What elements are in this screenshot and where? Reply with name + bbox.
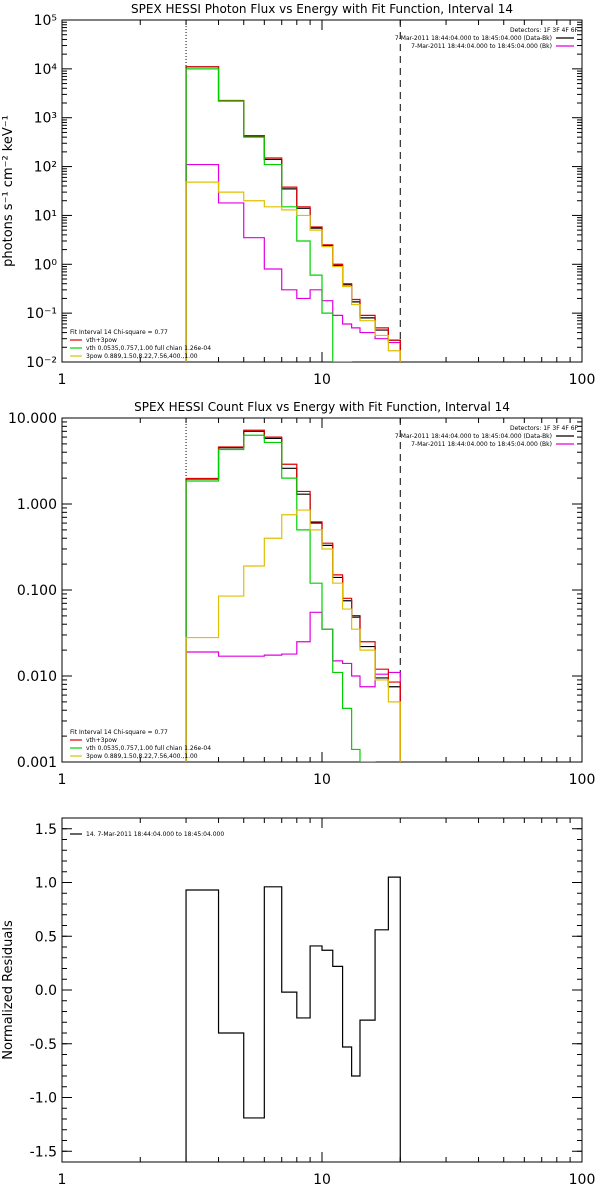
legend-text: 7-Mar-2011 18:44:04.000 to 18:45:04.000 … <box>395 35 552 42</box>
x-tick-label: 100 <box>569 772 596 788</box>
y-tick-label: 10.000 <box>8 411 57 427</box>
series-line-vth+3pow <box>185 66 401 362</box>
plot-frame <box>61 817 583 1163</box>
series-group <box>185 876 401 1162</box>
series-line-Bk <box>185 163 401 362</box>
series-line-3pow <box>185 509 401 762</box>
y-tick-label: 0.5 <box>35 929 57 945</box>
x-tick-label: 10 <box>313 372 331 388</box>
legend-text: vth 0.0535,0.757,1.00 full chian 1.26e-0… <box>86 345 211 352</box>
legend-text: Fit Interval 14 Chi-square = 0.77 <box>70 329 168 336</box>
legend-text: vth+3pow <box>86 337 117 344</box>
y-tick-label: 10⁵ <box>34 13 57 29</box>
y-tick-label: 10³ <box>34 111 57 127</box>
series-line-Data-Bk <box>185 66 401 362</box>
legend-text: vth 0.0535,0.757,1.00 full chian 1.26e-0… <box>86 745 211 752</box>
y-tick-label: 1.000 <box>17 497 57 513</box>
legend-text: 7-Mar-2011 18:44:04.000 to 18:45:04.000 … <box>411 441 552 448</box>
chart-panel-3: Normalized Residuals 1 10 100 -1.5 -1.0 -0.5 0.… <box>1 817 596 1188</box>
y-tick-label: 0.010 <box>17 669 57 685</box>
y-axis-label: photons s⁻¹ cm⁻² keV⁻¹ <box>1 115 16 267</box>
legend-text: 3pow 0.889,1.50,8.22,7.56,400.,1.00 <box>86 353 198 360</box>
y-tick-label: -1.5 <box>30 1144 57 1160</box>
series-line-3pow <box>185 181 401 362</box>
y-tick-label: -0.5 <box>30 1037 57 1053</box>
series-group <box>185 429 401 762</box>
legend-text: vth+3pow <box>86 737 117 744</box>
legend-text: 3pow 0.889,1.50,8.22,7.56,400.,1.00 <box>86 753 198 760</box>
y-tick-label: -1.0 <box>30 1091 57 1107</box>
y-tick-label: 10¹ <box>34 208 57 224</box>
series-group <box>185 66 401 362</box>
y-tick-label: 1.0 <box>35 876 57 892</box>
y-tick-label: 1.5 <box>35 822 57 838</box>
chart-title: SPEX HESSI Photon Flux vs Energy with Fi… <box>131 2 513 16</box>
y-tick-label: 10⁴ <box>34 62 58 78</box>
legend-text: 7-Mar-2011 18:44:04.000 to 18:45:04.000 … <box>411 43 552 50</box>
legend-text: 14. 7-Mar-2011 18:44:04.000 to 18:45:04.… <box>86 831 224 838</box>
x-tick-label: 1 <box>58 372 67 388</box>
legend-text: Detectors: 1F 3F 4F 6F <box>510 27 579 34</box>
y-tick-label: 10² <box>34 160 57 176</box>
x-tick-label: 100 <box>569 1172 596 1188</box>
y-tick-label: 10⁻¹ <box>26 306 57 322</box>
y-tick-label: 10⁰ <box>34 257 58 273</box>
y-tick-label: 0.001 <box>17 755 57 771</box>
chart-title: SPEX HESSI Count Flux vs Energy with Fit… <box>134 400 510 414</box>
series-line-14. <box>185 876 401 1162</box>
x-tick-label: 10 <box>313 1172 331 1188</box>
series-line-vth <box>185 68 353 362</box>
x-tick-label: 1 <box>58 772 67 788</box>
y-axis-label: Normalized Residuals <box>1 920 16 1060</box>
x-tick-label: 10 <box>313 772 331 788</box>
series-line-vth <box>185 434 376 762</box>
y-tick-label: 10⁻² <box>26 355 57 371</box>
y-tick-label: 0.100 <box>17 583 57 599</box>
chart-panel-1: SPEX HESSI Photon Flux vs Energy with Fi… <box>1 2 595 388</box>
chart-panel-2: SPEX HESSI Count Flux vs Energy with Fit… <box>8 400 595 788</box>
legend-text: 7-Mar-2011 18:44:04.000 to 18:45:04.000 … <box>395 433 552 440</box>
x-tick-label: 1 <box>58 1172 67 1188</box>
legend-text: Detectors: 1F 3F 4F 6F <box>510 425 579 432</box>
x-tick-label: 100 <box>569 372 596 388</box>
legend-text: Fit Interval 14 Chi-square = 0.77 <box>70 729 168 736</box>
y-tick-label: 0.0 <box>35 983 57 999</box>
